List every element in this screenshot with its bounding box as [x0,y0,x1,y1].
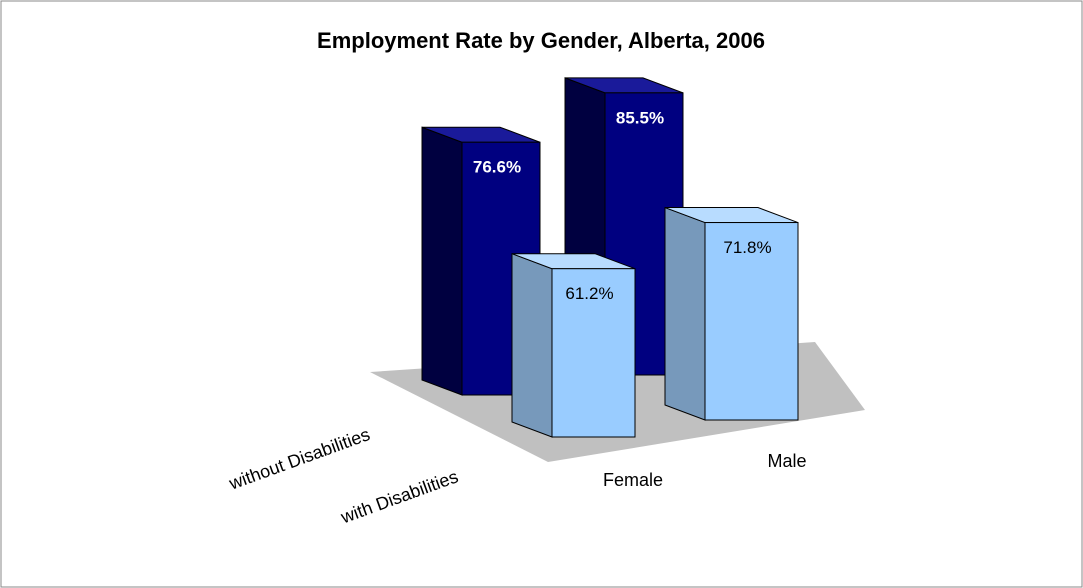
bar-front [704,222,799,421]
bar-side [511,252,553,438]
x-tick-label: Male [767,451,806,471]
data-label: 76.6% [473,158,521,177]
bar-front [551,268,636,438]
data-label: 71.8% [723,238,771,257]
x-tick-label: Female [603,470,663,490]
bar-side [664,206,706,421]
bar: 71.8% [664,206,799,421]
bar-side [421,126,463,396]
data-label: 61.2% [565,284,613,303]
data-label: 85.5% [616,108,664,127]
chart-title: Employment Rate by Gender, Alberta, 2006 [317,28,765,53]
bar: 61.2% [511,252,636,438]
